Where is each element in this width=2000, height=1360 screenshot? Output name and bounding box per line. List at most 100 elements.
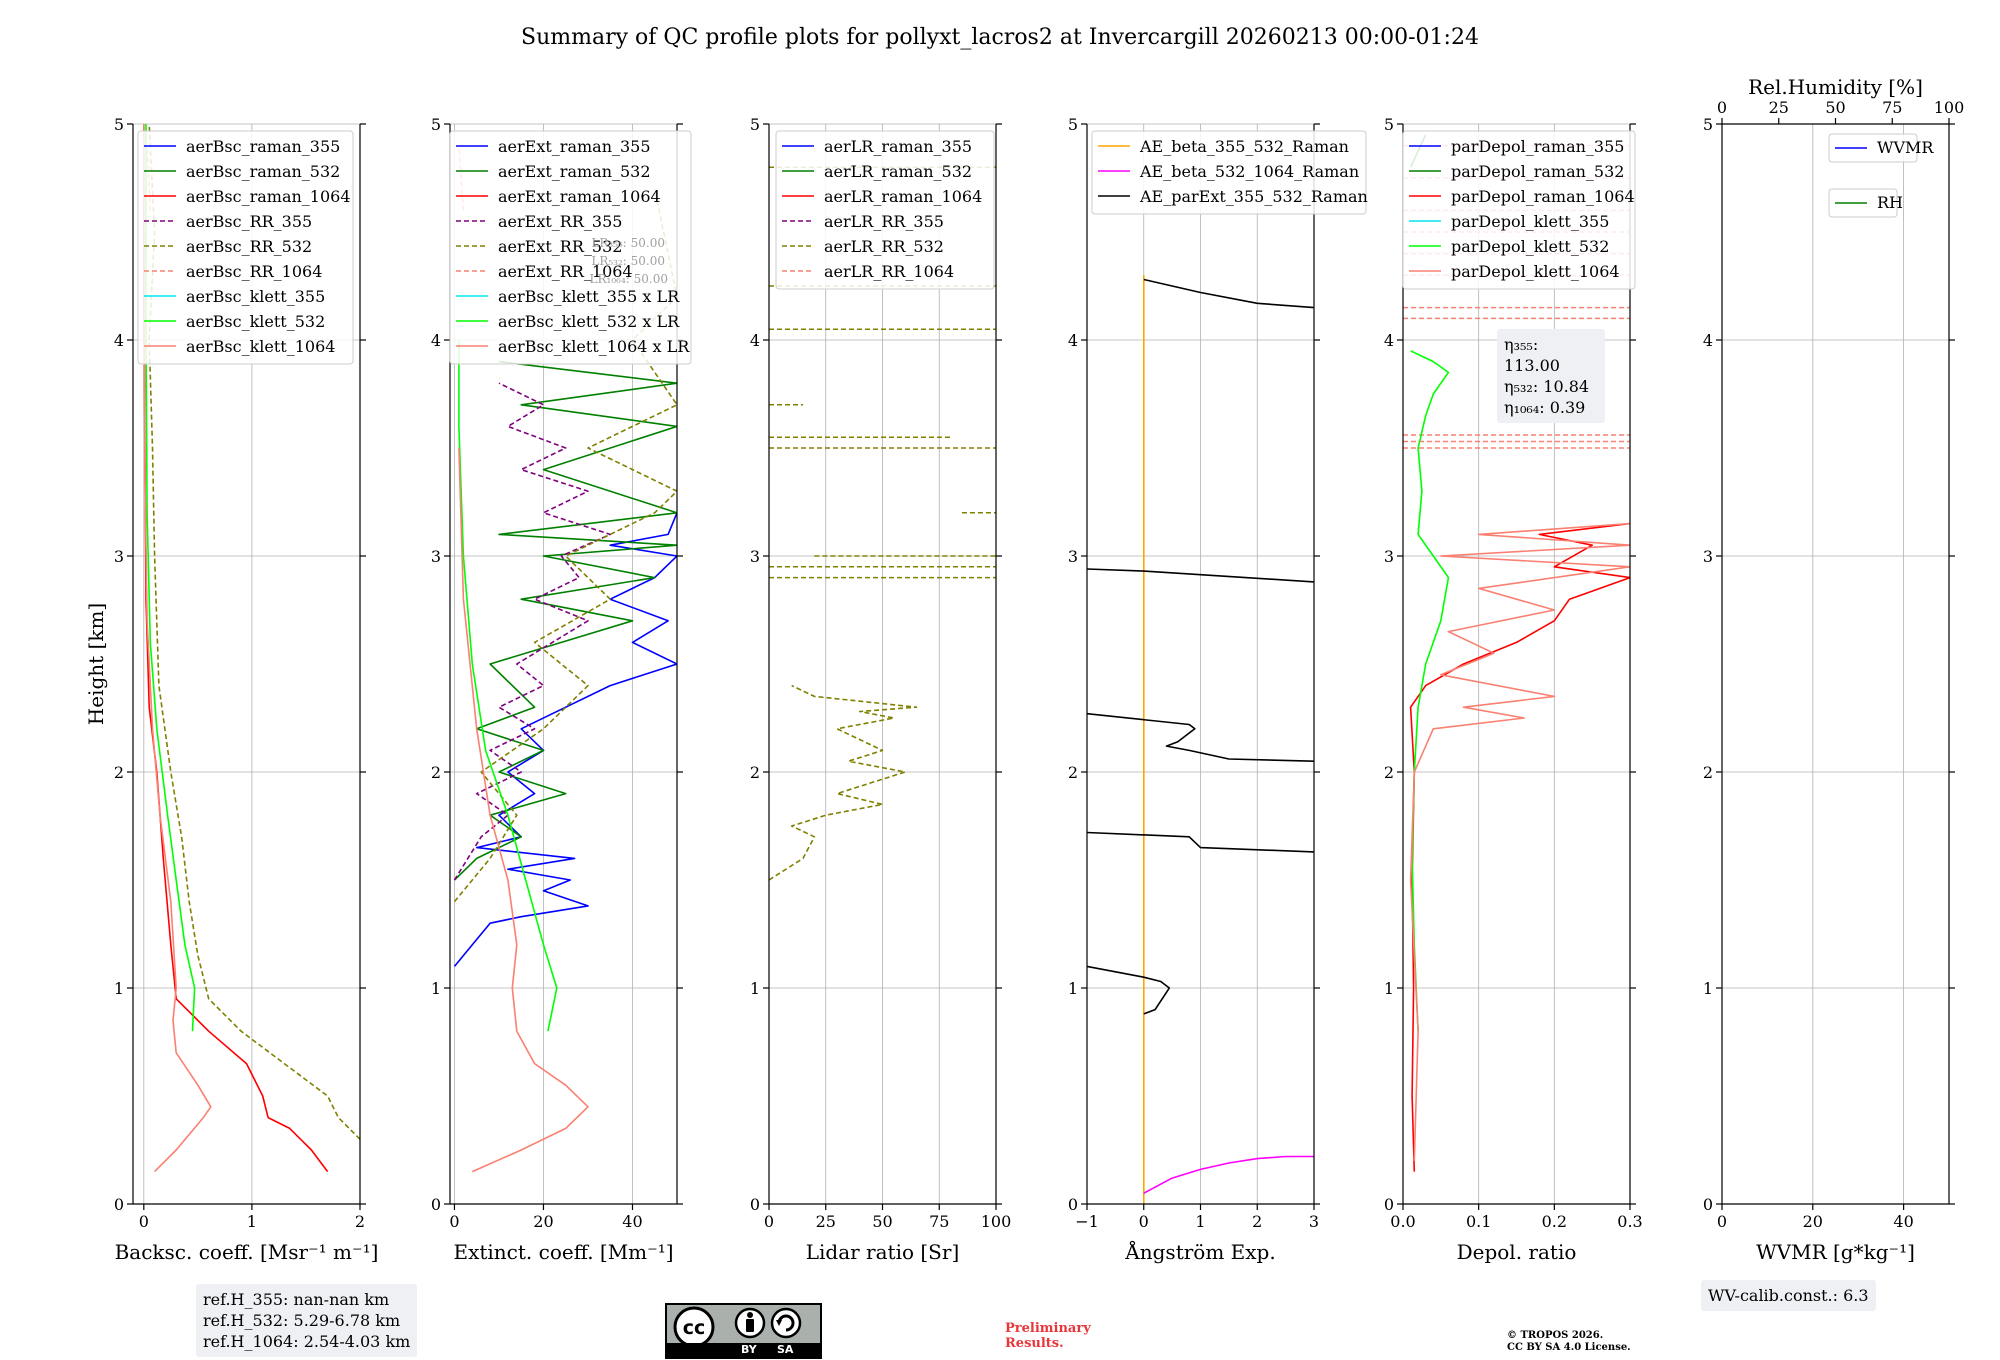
- refh-line-532: ref.H_532: 5.29-6.78 km: [203, 1311, 401, 1330]
- cc-by-sa-icon: cc: [673, 1306, 802, 1348]
- legend-label-8: aerBsc_klett_1064: [186, 337, 335, 356]
- ytick-label-extinction: 2: [431, 763, 441, 782]
- ytick-label-backscatter: 4: [114, 331, 124, 350]
- y-axis-label: Height [km]: [84, 603, 108, 725]
- legend-label-1: AE_beta_532_1064_Raman: [1139, 162, 1359, 181]
- legend-label-2: aerLR_raman_1064: [824, 187, 982, 206]
- ytick-label-angstrom: 0: [1068, 1195, 1078, 1214]
- legend-backscatter: aerBsc_raman_355 aerBsc_raman_532 aerBsc_r…: [137, 130, 354, 365]
- legend-label-2: aerExt_raman_1064: [498, 187, 661, 206]
- xtick-label-lidar_ratio: 50: [872, 1212, 892, 1231]
- series-line-angstrom-1: [1143, 1155, 1314, 1194]
- top-axis-label-wv: Rel.Humidity [%]: [1748, 75, 1923, 99]
- panel-depol: 0 1 2 3 4 5 0.0 0.1 0.2 0.3 Depol. ratio parDepol_r…: [1384, 115, 1643, 1264]
- ytick-label-depol: 2: [1384, 763, 1394, 782]
- xtick-label-lidar_ratio: 25: [816, 1212, 836, 1231]
- legend-label-2: parDepol_raman_1064: [1451, 187, 1635, 206]
- ytick-label-depol: 1: [1384, 979, 1394, 998]
- series-line-backscatter-7: [145, 124, 196, 1032]
- legend-depol: parDepol_raman_355 parDepol_raman_532 parD…: [1402, 130, 1636, 290]
- ytick-label-extinction: 3: [431, 547, 441, 566]
- copyright-line-1: © TROPOS 2026.: [1507, 1330, 1604, 1341]
- series-line-extinction-0: [453, 512, 677, 967]
- legend-label-5: aerExt_RR_1064: [498, 262, 633, 281]
- preliminary-notice: Preliminary Results.: [1005, 1321, 1091, 1351]
- xtick-label-lidar_ratio: 100: [981, 1212, 1012, 1231]
- ytick-label-angstrom: 3: [1068, 547, 1078, 566]
- legend-label-5: aerBsc_RR_1064: [186, 262, 322, 281]
- series-line-extinction-7: [458, 340, 558, 1032]
- ytick-label-angstrom: 1: [1068, 979, 1078, 998]
- legend-label-3: aerExt_RR_355: [498, 212, 622, 231]
- cc-license-badge: cc BY SA: [665, 1303, 822, 1359]
- preliminary-line-2: Results.: [1005, 1336, 1064, 1351]
- xtick-label-backscatter: 0: [139, 1212, 149, 1231]
- legend-label-5: parDepol_klett_1064: [1451, 262, 1620, 281]
- xtick-label-extinction: 0: [449, 1212, 459, 1231]
- ext-lr-line-355: LR₃₅₅: 50.00: [591, 236, 665, 250]
- cc-by-label: BY: [741, 1343, 757, 1356]
- ytick-label-depol: 3: [1384, 547, 1394, 566]
- xtick-label-wv: 0: [1717, 1212, 1727, 1231]
- series-line-depol-2: [1409, 522, 1630, 1172]
- copyright-line-2: CC BY SA 4.0 License.: [1507, 1342, 1631, 1353]
- legend-label-0: aerLR_raman_355: [824, 137, 972, 156]
- ytick-label-wv: 0: [1703, 1195, 1713, 1214]
- legend-label-4: aerExt_RR_532: [498, 237, 622, 256]
- legend-box: [775, 130, 995, 290]
- xtick-label-extinction: 20: [533, 1212, 553, 1231]
- ext-lr-line-532: LR₅₃₂: 50.00: [591, 254, 665, 268]
- legend-label-3: aerBsc_RR_355: [186, 212, 312, 231]
- legend-label-1: aerExt_raman_532: [498, 162, 651, 181]
- legend-label-6: aerBsc_klett_355 x LR: [498, 287, 680, 306]
- ytick-label-angstrom: 5: [1068, 115, 1078, 134]
- ytick-label-lidar_ratio: 4: [750, 331, 760, 350]
- legend-label-0: AE_beta_355_532_Raman: [1139, 137, 1349, 156]
- legend-label-1: aerLR_raman_532: [824, 162, 972, 181]
- legend-box: [137, 130, 354, 365]
- top-tick-label-wv: 25: [1769, 98, 1789, 117]
- ytick-label-extinction: 1: [431, 979, 441, 998]
- series-line-backscatter-4: [148, 124, 360, 1140]
- xaxis-label-wv: WVMR [g*kg⁻¹]: [1756, 1240, 1915, 1264]
- cc-badge-strip: [667, 1343, 820, 1357]
- legend-label-7: aerBsc_klett_532: [186, 312, 325, 331]
- ytick-label-backscatter: 5: [114, 115, 124, 134]
- top-tick-label-wv: 0: [1717, 98, 1727, 117]
- ytick-label-wv: 5: [1703, 115, 1713, 134]
- legend-label-3: aerLR_RR_355: [824, 212, 944, 231]
- xtick-label-lidar_ratio: 0: [764, 1212, 774, 1231]
- series-line-depol-4: [1410, 350, 1450, 1032]
- xtick-label-depol: 0.1: [1466, 1212, 1491, 1231]
- ext-lr-line-1064: LR₁₀₆₄: 50.00: [590, 272, 668, 286]
- xtick-label-angstrom: 0: [1139, 1212, 1149, 1231]
- legend-box: [1091, 130, 1367, 215]
- xtick-label-angstrom: 3: [1309, 1212, 1319, 1231]
- data-extinction: [453, 145, 677, 1173]
- legend-label-4: aerLR_RR_532: [824, 237, 944, 256]
- panel-extinction: 0 1 2 3 4 5 0 20 40 Extinct. coeff. [Mm⁻¹] aerExt_…: [431, 115, 692, 1264]
- legend-extinction: aerExt_raman_355 aerExt_raman_532 aerExt_r…: [449, 130, 692, 365]
- ytick-label-extinction: 5: [431, 115, 441, 134]
- ytick-label-wv: 1: [1703, 979, 1713, 998]
- ytick-label-extinction: 0: [431, 1195, 441, 1214]
- refh-line-1064: ref.H_1064: 2.54-4.03 km: [203, 1332, 411, 1351]
- xtick-label-lidar_ratio: 75: [929, 1212, 949, 1231]
- xtick-label-angstrom: 2: [1252, 1212, 1262, 1231]
- ytick-label-depol: 4: [1384, 331, 1394, 350]
- legend-label-7: aerBsc_klett_532 x LR: [498, 312, 680, 331]
- xtick-label-backscatter: 2: [355, 1212, 365, 1231]
- eta-line-355: η₃₅₅: 113.00: [1504, 335, 1560, 375]
- legend-label-8: aerBsc_klett_1064 x LR: [498, 337, 690, 356]
- svg-text:cc: cc: [683, 1317, 706, 1339]
- ytick-label-lidar_ratio: 3: [750, 547, 760, 566]
- legend-box: [449, 130, 692, 365]
- legend-label-2: AE_parExt_355_532_Raman: [1139, 187, 1368, 206]
- ytick-label-wv: 3: [1703, 547, 1713, 566]
- legend-label-4: parDepol_klett_532: [1451, 237, 1609, 256]
- eta-box: η₃₅₅: 113.00 η₅₃₂: 10.84 η₁₀₆₄: 0.39: [1497, 329, 1605, 423]
